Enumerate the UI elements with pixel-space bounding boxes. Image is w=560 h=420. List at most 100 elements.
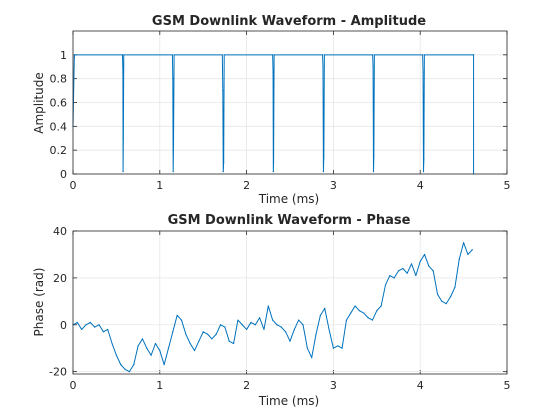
amplitude-data-point (372, 171, 375, 173)
amplitude-data-point (323, 155, 325, 157)
amplitude-data-point (273, 54, 275, 56)
phase-data-point (419, 260, 421, 263)
amplitude-data-point (223, 161, 225, 163)
amplitude-data-point (122, 137, 124, 139)
phase-data-point (354, 305, 356, 307)
phase-data-point (380, 305, 382, 307)
phase-data-point (463, 242, 465, 244)
phase-y-tick-label: 40 (53, 225, 67, 238)
amplitude-data-point (172, 171, 174, 173)
phase-data-point (302, 324, 304, 326)
phase-data-point (445, 303, 447, 305)
phase-x-tick-label: 5 (504, 379, 511, 392)
phase-data-point (141, 338, 144, 340)
amplitude-data-point (272, 171, 274, 173)
amplitude-data-point (172, 78, 174, 80)
amplitude-data-point (372, 54, 374, 56)
amplitude-chart-title: GSM Downlink Waveform - Amplitude (152, 14, 426, 29)
phase-data-point (263, 328, 265, 331)
phase-data-point (406, 272, 408, 274)
phase-data-point (163, 364, 165, 366)
phase-data-point (76, 321, 78, 324)
phase-y-tick-label: -20 (49, 366, 67, 379)
amplitude-data-point (322, 171, 325, 173)
phase-data-point (337, 345, 339, 347)
phase-y-axis-label: Phase (rad) (32, 268, 46, 337)
phase-data-point (293, 328, 295, 331)
phase-data-point (350, 312, 352, 314)
phase-x-tick-label: 0 (70, 379, 77, 392)
phase-data-point (436, 293, 439, 295)
phase-data-point (471, 249, 473, 251)
amplitude-data-point (321, 54, 324, 56)
amplitude-data-point (123, 54, 125, 56)
phase-data-point (363, 312, 365, 314)
phase-data-point (172, 331, 174, 333)
phase-data-point (280, 326, 282, 328)
phase-data-point (402, 267, 404, 270)
phase-data-point (449, 296, 452, 298)
amplitude-data-point (122, 171, 124, 173)
phase-data-point (311, 356, 313, 359)
phase-data-point (376, 310, 378, 312)
phase-panel: GSM Downlink Waveform - Phase Time (ms) … (32, 213, 511, 408)
amplitude-data-point (322, 66, 324, 68)
phase-data-point (202, 331, 204, 333)
amplitude-data-point (272, 72, 274, 74)
phase-data-point (315, 333, 317, 335)
amplitude-data-point (272, 161, 275, 163)
phase-data-point (111, 342, 113, 345)
phase-data-point (467, 253, 469, 256)
phase-data-point (298, 319, 300, 321)
amplitude-x-tick-label: 5 (504, 179, 511, 192)
phase-y-tick-label: 0 (60, 319, 67, 332)
amplitude-x-tick-label: 3 (330, 179, 337, 192)
phase-data-point (176, 314, 178, 316)
amplitude-data-point (121, 54, 124, 56)
phase-data-point (319, 314, 321, 316)
phase-data-point (389, 274, 391, 277)
amplitude-data-point (373, 155, 375, 157)
phase-axes-box (72, 230, 508, 375)
phase-data-point (98, 324, 100, 326)
amplitude-data-point (422, 72, 424, 74)
amplitude-data-point (171, 54, 173, 56)
phase-data-point (428, 265, 430, 267)
phase-data-point (115, 354, 117, 356)
phase-data-point (267, 305, 269, 307)
amplitude-data-point (372, 66, 374, 68)
amplitude-data-point (173, 54, 175, 56)
phase-data-point (241, 324, 243, 326)
phase-x-tick-label: 1 (156, 379, 163, 392)
phase-data-point (324, 307, 326, 309)
phase-data-point (150, 354, 152, 356)
phase-data-point (341, 347, 343, 349)
phase-data-point (85, 324, 87, 326)
amplitude-data-point (172, 143, 175, 145)
phase-data-point (137, 345, 139, 347)
amplitude-x-tick-label: 4 (417, 179, 424, 192)
phase-data-point (215, 333, 217, 335)
phase-data-point (345, 319, 348, 321)
phase-data-point (81, 328, 83, 331)
phase-x-tick-label: 3 (330, 379, 337, 392)
phase-data-point (232, 342, 235, 345)
amplitude-data-point (73, 56, 75, 58)
phase-data-point (384, 284, 387, 286)
phase-data-point (458, 258, 460, 260)
phase-data-point (237, 319, 239, 321)
phase-data-point (211, 338, 213, 340)
phase-data-point (133, 364, 135, 366)
phase-data-point (159, 349, 161, 352)
phase-data-point (254, 324, 256, 326)
phase-data-point (224, 326, 226, 328)
phase-data-point (193, 349, 196, 352)
amplitude-data-point (222, 171, 224, 173)
amplitude-data-point (423, 159, 425, 161)
phase-x-tick-label: 2 (243, 379, 250, 392)
phase-data-point (128, 371, 131, 373)
amplitude-data-point (422, 54, 424, 56)
amplitude-data-point (373, 54, 375, 56)
phase-data-point (259, 317, 261, 319)
